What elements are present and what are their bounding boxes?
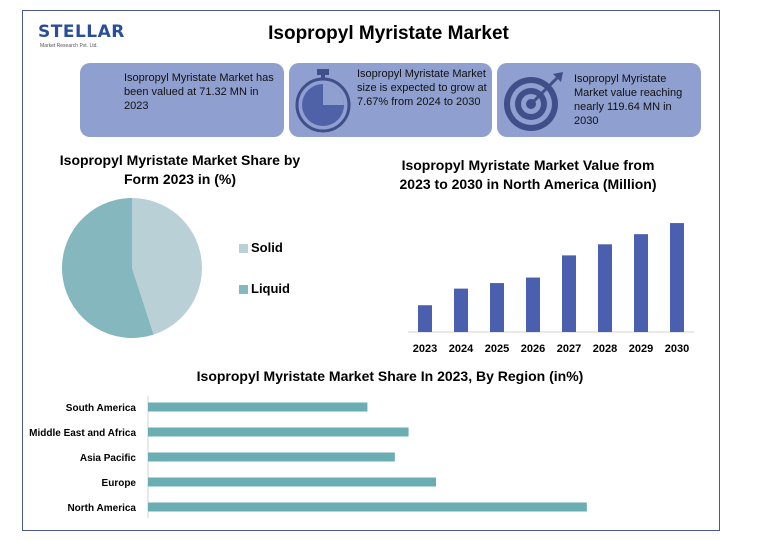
x-tick-label-2028: 2028 (593, 343, 617, 355)
pie-chart (62, 198, 203, 338)
y-tick-label-north-america: North America (67, 503, 136, 514)
stat-card-forecast-text: Isopropyl Myristate Market value reachin… (574, 73, 683, 127)
bar-2028 (598, 244, 612, 332)
bar-chart: 2023 2024 2025 2026 2027 2028 2029 2030 (408, 223, 694, 355)
bar-2026 (526, 277, 540, 332)
hbar-chart: South America Middle East and Africa Asia … (29, 396, 587, 518)
stat-card-valuation-text: Isopropyl Myristate Market has been valu… (124, 72, 274, 112)
pie-slice-liquid (62, 198, 154, 338)
bar-2029 (634, 234, 648, 332)
hbar-chart-title: Isopropyl Myristate Market Share In 2023… (196, 368, 584, 384)
y-tick-label-asia-pacific: Asia Pacific (80, 453, 137, 464)
bar-2025 (490, 283, 504, 332)
bar-chart-title: Isopropyl Myristate Market Value from 20… (399, 157, 657, 192)
legend-label-solid: Solid (251, 240, 283, 255)
x-tick-label-2026: 2026 (521, 343, 545, 355)
hbar-middle-east-and-africa (148, 427, 409, 437)
legend-swatch-solid (239, 244, 248, 253)
hbar-europe (148, 477, 436, 487)
hbar-south-america (148, 402, 368, 412)
y-tick-label-middle-east-and-africa: Middle East and Africa (29, 428, 136, 439)
x-tick-label-2024: 2024 (449, 343, 474, 355)
stellar-logo: STELLAR Market Research Pvt. Ltd. (38, 18, 124, 54)
target-icon (504, 72, 563, 131)
pie-slice-solid (132, 198, 203, 335)
legend-swatch-liquid (239, 285, 248, 294)
logo-brand: STELLAR (38, 22, 125, 42)
page-title: Isopropyl Myristate Market (268, 23, 509, 44)
hbar-asia-pacific (148, 452, 395, 462)
x-tick-label-2030: 2030 (665, 343, 689, 355)
stat-card-forecast: Isopropyl Myristate Market value reachin… (497, 63, 701, 137)
stat-card-growth: Isopropyl Myristate Market size is expec… (289, 63, 492, 137)
x-tick-label-2027: 2027 (557, 343, 581, 355)
legend-label-liquid: Liquid (251, 281, 290, 296)
hbar-north-america (148, 502, 587, 512)
pie-chart-title: Isopropyl Myristate Market Share by Form… (59, 152, 301, 187)
bar-2024 (454, 288, 468, 332)
stat-card-valuation: Isopropyl Myristate Market has been valu… (80, 63, 284, 137)
stat-card-growth-text: Isopropyl Myristate Market size is expec… (357, 68, 487, 108)
bar-2030 (670, 223, 684, 332)
stopwatch-icon (295, 69, 351, 133)
logo-tagline: Market Research Pvt. Ltd. (40, 43, 98, 49)
y-tick-label-south-america: South America (66, 403, 137, 414)
x-tick-label-2029: 2029 (629, 343, 653, 355)
x-tick-label-2025: 2025 (485, 343, 509, 355)
bar-2027 (562, 255, 576, 332)
bar-2023 (418, 305, 432, 332)
x-tick-label-2023: 2023 (413, 343, 437, 355)
y-tick-label-europe: Europe (102, 478, 137, 489)
